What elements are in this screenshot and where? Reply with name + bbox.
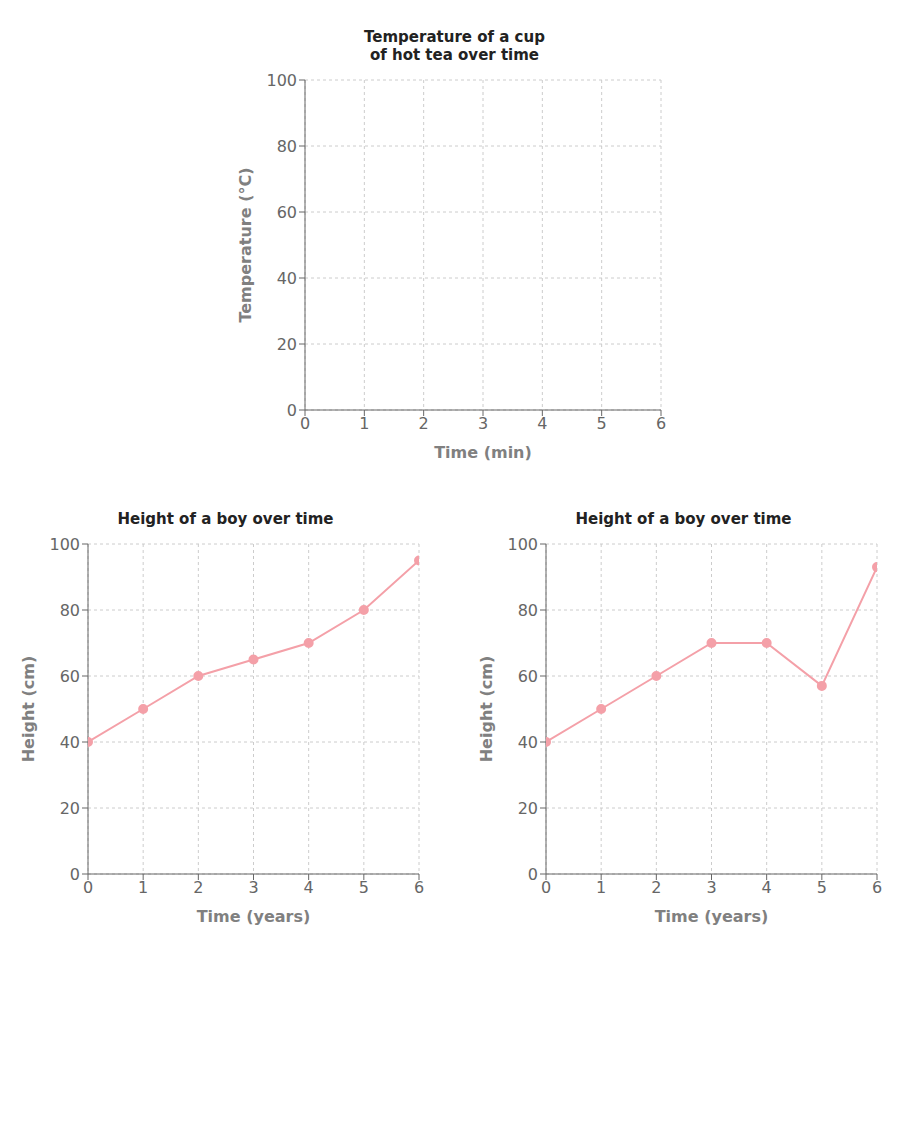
svg-text:20: 20 xyxy=(60,799,80,818)
svg-text:Time (years): Time (years) xyxy=(197,907,311,926)
svg-text:3: 3 xyxy=(248,878,258,897)
svg-text:0: 0 xyxy=(528,865,538,884)
svg-text:60: 60 xyxy=(276,203,296,222)
svg-text:80: 80 xyxy=(518,601,538,620)
svg-text:Time (years): Time (years) xyxy=(655,907,769,926)
svg-text:20: 20 xyxy=(518,799,538,818)
svg-text:40: 40 xyxy=(60,733,80,752)
html-text:Height of a boy over time: Height of a boy over time xyxy=(117,510,334,528)
svg-text:100: 100 xyxy=(49,535,80,554)
svg-text:Height (cm): Height (cm) xyxy=(19,656,38,763)
svg-text:2: 2 xyxy=(418,414,428,433)
html-text:of hot tea over time: of hot tea over time xyxy=(369,46,539,64)
svg-text:0: 0 xyxy=(541,878,551,897)
svg-text:80: 80 xyxy=(60,601,80,620)
svg-text:2: 2 xyxy=(651,878,661,897)
svg-text:Time (min): Time (min) xyxy=(434,443,532,462)
svg-text:5: 5 xyxy=(596,414,606,433)
svg-text:5: 5 xyxy=(359,878,369,897)
svg-text:3: 3 xyxy=(706,878,716,897)
svg-text:40: 40 xyxy=(518,733,538,752)
svg-text:4: 4 xyxy=(537,414,547,433)
svg-text:1: 1 xyxy=(596,878,606,897)
svg-text:4: 4 xyxy=(762,878,772,897)
html-text:Height of a boy over time: Height of a boy over time xyxy=(575,510,792,528)
svg-text:4: 4 xyxy=(304,878,314,897)
svg-text:6: 6 xyxy=(655,414,665,433)
svg-text:0: 0 xyxy=(83,878,93,897)
svg-text:0: 0 xyxy=(286,401,296,420)
svg-text:40: 40 xyxy=(276,269,296,288)
html-text:Temperature of a cup: Temperature of a cup xyxy=(364,28,545,46)
svg-text:80: 80 xyxy=(276,137,296,156)
svg-text:1: 1 xyxy=(359,414,369,433)
svg-text:6: 6 xyxy=(414,878,424,897)
svg-text:60: 60 xyxy=(60,667,80,686)
svg-text:5: 5 xyxy=(817,878,827,897)
svg-text:Temperature (°C): Temperature (°C) xyxy=(235,167,254,322)
svg-text:2: 2 xyxy=(193,878,203,897)
svg-text:20: 20 xyxy=(276,335,296,354)
svg-text:100: 100 xyxy=(266,71,297,90)
svg-text:1: 1 xyxy=(138,878,148,897)
svg-text:100: 100 xyxy=(507,535,538,554)
svg-text:60: 60 xyxy=(518,667,538,686)
svg-text:6: 6 xyxy=(872,878,882,897)
svg-text:0: 0 xyxy=(299,414,309,433)
svg-text:3: 3 xyxy=(477,414,487,433)
svg-text:Height (cm): Height (cm) xyxy=(477,656,496,763)
svg-text:0: 0 xyxy=(70,865,80,884)
